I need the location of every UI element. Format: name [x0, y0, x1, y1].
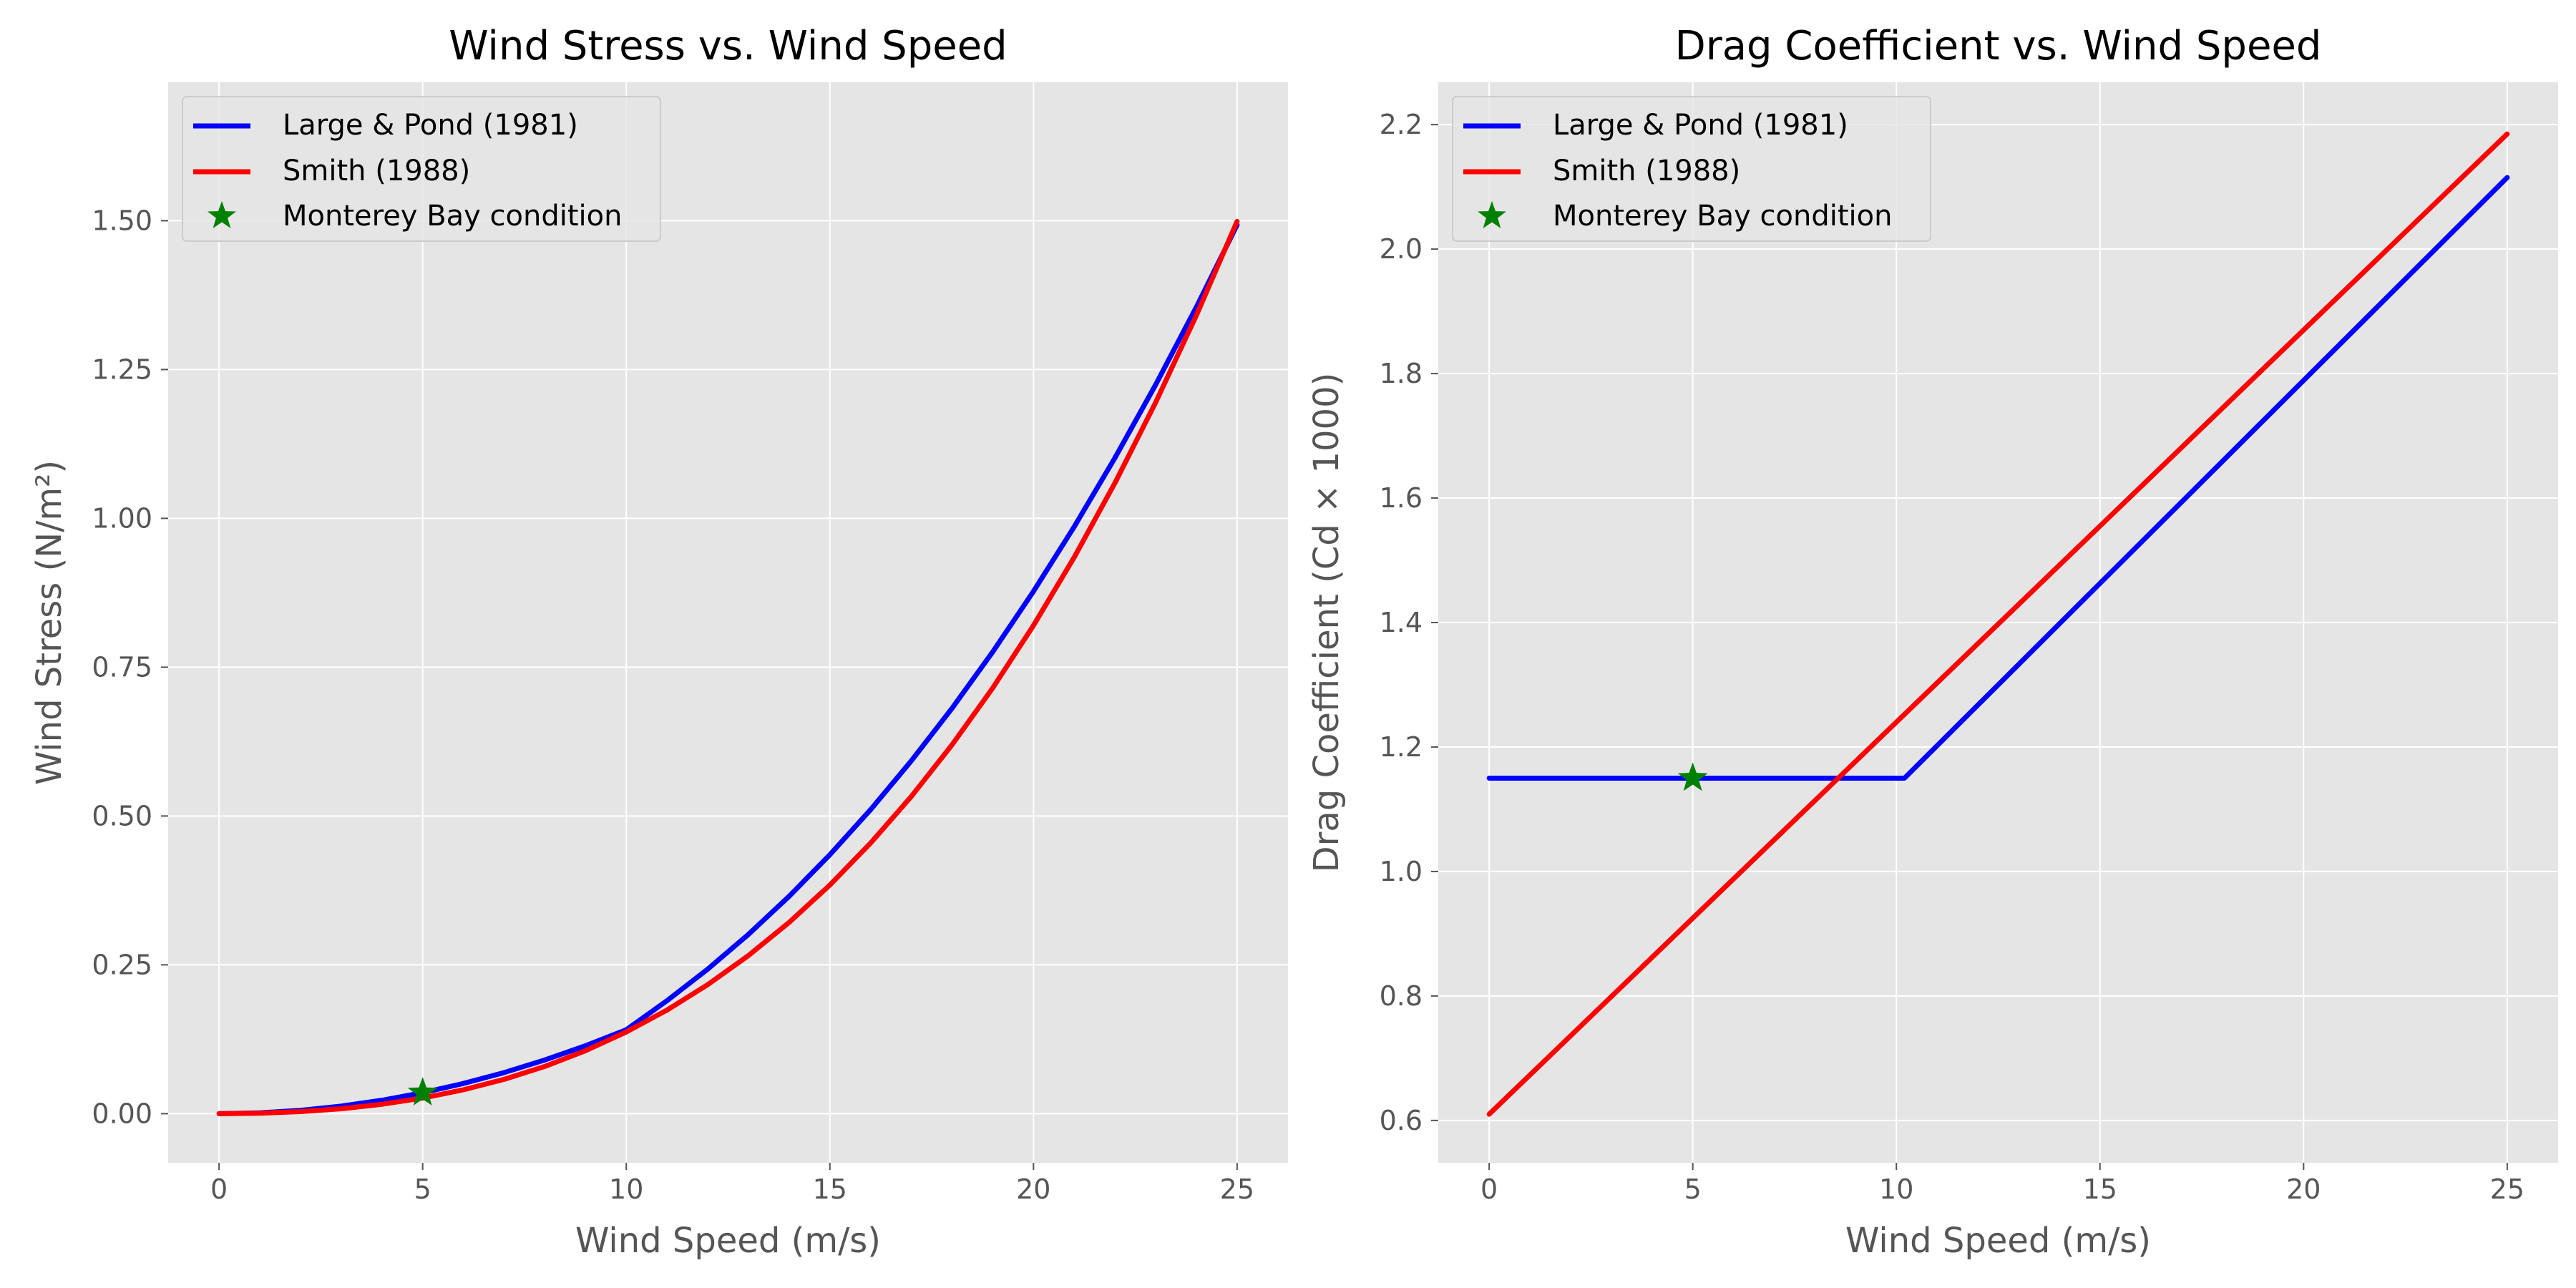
series-lines [216, 218, 1240, 1116]
series-smith-line [216, 218, 1240, 1116]
legend-star-icon [1478, 201, 1506, 228]
y-tick-label: 0.6 [1380, 1105, 1423, 1136]
x-tick-label: 25 [2490, 1174, 2524, 1205]
legend-label-large-pond: Large & Pond (1981) [1553, 109, 1848, 142]
y-axis-label: Drag Coefficient (Cd × 1000) [1307, 373, 1347, 873]
chart-title: Wind Stress vs. Wind Speed [449, 23, 1007, 69]
series-smith-line [1486, 131, 2510, 1117]
y-tick-label: 0.00 [92, 1098, 152, 1129]
x-tick-label: 10 [1879, 1174, 1913, 1205]
y-tick-label: 2.2 [1380, 109, 1423, 140]
legend-star-icon [208, 201, 236, 228]
legend-label-large-pond: Large & Pond (1981) [283, 109, 578, 142]
x-tick-label: 20 [1016, 1174, 1050, 1205]
y-tick-label: 1.2 [1380, 731, 1423, 763]
x-tick-label: 20 [2286, 1174, 2321, 1205]
x-tick-label: 5 [1684, 1174, 1702, 1205]
y-tick-label: 0.25 [92, 949, 152, 980]
y-axis-label: Wind Stress (N/m²) [29, 460, 69, 785]
y-tick-label: 0.75 [92, 651, 152, 683]
grid [168, 82, 1288, 1163]
y-tick-label: 1.00 [92, 502, 152, 534]
y-tick-label: 1.6 [1380, 482, 1423, 514]
monterey-bay-star-marker [407, 1077, 438, 1106]
monterey-bay-star-marker [1677, 762, 1708, 791]
wind-stress-chart: 0 5 10 15 20 25 0.00 0.25 0.50 0.75 1.00 1.25 1.50 W… [29, 23, 1288, 1261]
y-tick-label: 1.4 [1380, 607, 1423, 638]
plot-area [168, 82, 1288, 1163]
y-tick-label: 1.8 [1380, 358, 1423, 389]
y-tick-label: 2.0 [1380, 233, 1423, 265]
x-axis-label: Wind Speed (m/s) [575, 1221, 881, 1261]
legend-box [182, 96, 661, 242]
y-tick-label: 1.50 [92, 205, 152, 236]
series-large-pond-line [1486, 175, 2510, 781]
x-tick-label: 25 [1220, 1174, 1254, 1205]
axis-ticks: 0 5 10 15 20 25 0.6 0.8 1.0 1.2 1.4 1.6 1.8 2.0 2.2 [1380, 109, 2524, 1205]
x-tick-label: 15 [2083, 1174, 2117, 1205]
x-tick-label: 0 [210, 1174, 228, 1205]
y-tick-label: 0.50 [92, 800, 152, 831]
y-tick-label: 1.0 [1380, 856, 1423, 887]
legend-label-monterey-bay: Monterey Bay condition [1553, 200, 1892, 233]
legend: Large & Pond (1981) Smith (1988) Montere… [1452, 96, 1931, 242]
y-tick-label: 1.25 [92, 353, 152, 385]
series-lines [1486, 131, 2510, 1117]
x-tick-label: 5 [414, 1174, 431, 1205]
y-tick-label: 0.8 [1380, 980, 1423, 1012]
axis-ticks: 0 5 10 15 20 25 0.00 0.25 0.50 0.75 1.00 1.25 1.50 [92, 205, 1254, 1205]
legend-box [1452, 96, 1931, 242]
legend-label-smith: Smith (1988) [1553, 155, 1740, 187]
x-axis-label: Wind Speed (m/s) [1845, 1221, 2151, 1261]
x-tick-label: 0 [1480, 1174, 1498, 1205]
legend: Large & Pond (1981) Smith (1988) Montere… [182, 96, 661, 242]
x-tick-label: 10 [609, 1174, 643, 1205]
drag-coefficient-chart: 0 5 10 15 20 25 0.6 0.8 1.0 1.2 1.4 1.6 1.8 2.0 2.2 Dr… [1307, 23, 2558, 1261]
grid [1438, 82, 2558, 1163]
x-tick-label: 15 [813, 1174, 847, 1205]
chart-title: Drag Coefficient vs. Wind Speed [1675, 23, 2322, 69]
series-large-pond-line [216, 222, 1240, 1116]
legend-label-smith: Smith (1988) [283, 155, 470, 187]
legend-label-monterey-bay: Monterey Bay condition [283, 200, 622, 233]
